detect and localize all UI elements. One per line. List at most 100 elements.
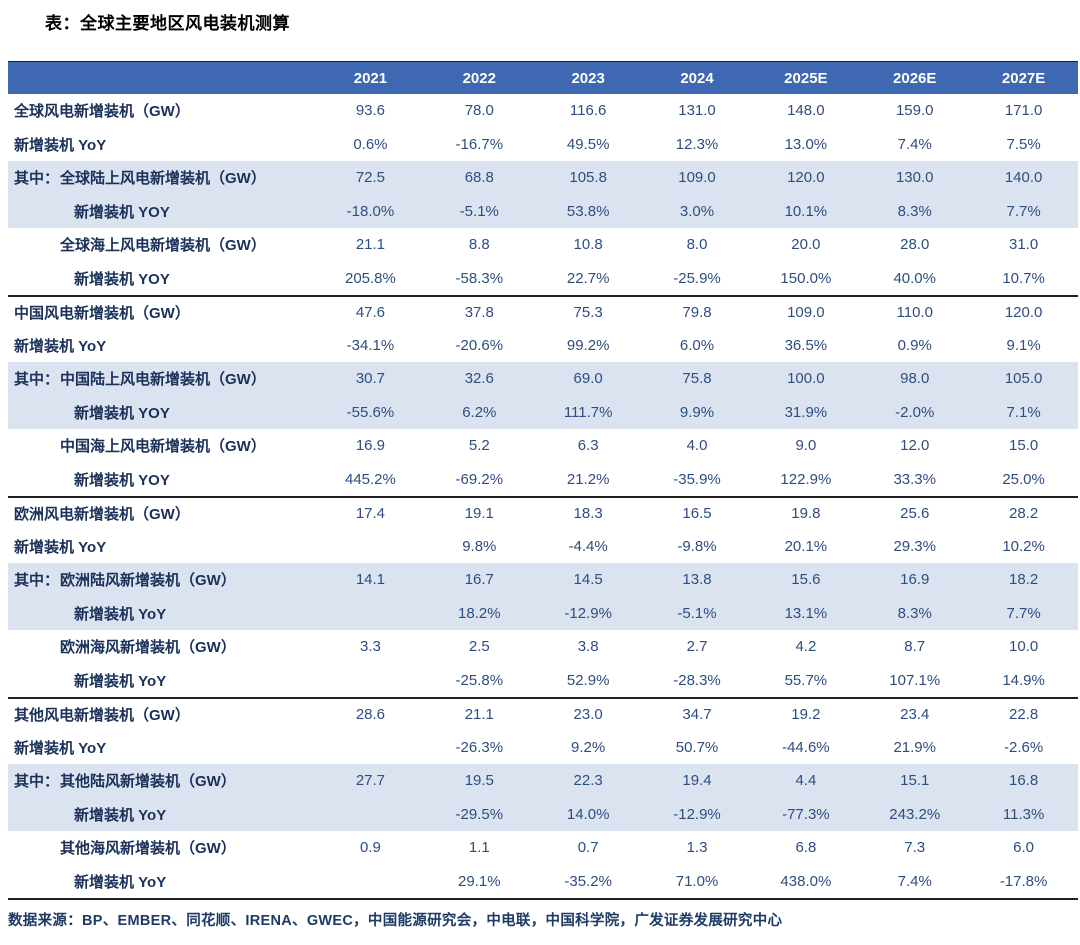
- value-cell: 17.4: [355, 505, 386, 523]
- table-row: 新增装机 YoY 29.1% -35.2% 71.0% 438.0% 7.4% -17.8%: [8, 864, 1078, 898]
- value-cell: -69.2%: [455, 470, 504, 488]
- value-cell: 29.3%: [893, 537, 936, 555]
- value-cell: 22.3: [573, 772, 603, 790]
- value-cell: 98.0: [900, 370, 930, 388]
- value-cell: 0.9: [360, 839, 381, 857]
- value-cell: 16.7: [464, 571, 494, 589]
- value-cell: 13.8: [682, 571, 712, 589]
- value-cell: 12.3%: [675, 135, 719, 153]
- value-cell: 9.9%: [679, 403, 715, 421]
- table-row: 新增装机 YoY 18.2% -12.9% -5.1% 13.1% 8.3% 7.7%: [8, 596, 1078, 630]
- value-cell: 19.1: [464, 505, 494, 523]
- row-label-cell: 新增装机 YoY: [8, 670, 316, 691]
- row-label: 中国海上风电新增装机（GW）: [60, 438, 266, 456]
- value-cell: 2.5: [468, 638, 490, 656]
- value-cell: 8.7: [904, 638, 926, 656]
- value-cell: -9.8%: [677, 537, 717, 555]
- value-cell: 31.9%: [784, 403, 828, 421]
- value-cell: 243.2%: [889, 805, 941, 823]
- table-body: 全球风电新增装机（GW） 93.6 78.0 116.6 131.0 148.0 159.0…: [8, 94, 1078, 898]
- row-label-cell: 全球海上风电新增装机（GW）: [8, 234, 316, 255]
- value-cell: 52.9%: [566, 671, 610, 689]
- value-cell: 6.0: [1013, 839, 1035, 857]
- value-cell: -29.5%: [455, 805, 504, 823]
- row-label-cell: 其他海风新增装机（GW）: [8, 837, 316, 858]
- value-cell: -2.6%: [1003, 738, 1044, 756]
- value-cell: 34.7: [682, 706, 712, 724]
- table-row: 新增装机 YoY -25.8% 52.9% -28.3% 55.7% 107.1% 14.9…: [8, 663, 1078, 697]
- value-cell: -16.7%: [455, 135, 504, 153]
- row-label-cell: 欧洲风电新增装机（GW）: [8, 503, 316, 524]
- value-cell: 16.8: [1008, 772, 1039, 790]
- row-label-cell: 中国风电新增装机（GW）: [8, 302, 316, 323]
- value-cell: 19.8: [791, 505, 821, 523]
- row-label: 新增装机 YoY: [14, 337, 107, 355]
- value-cell: 9.2%: [571, 738, 606, 756]
- value-cell: -5.1%: [677, 604, 717, 622]
- header-cell-year: 2023: [571, 69, 605, 87]
- value-cell: 72.5: [355, 169, 386, 187]
- value-cell: 7.3: [904, 839, 926, 857]
- value-cell: 14.0%: [566, 805, 610, 823]
- table-row: 其他风电新增装机（GW） 28.6 21.1 23.0 34.7 19.2 23.4 22.8: [8, 697, 1078, 731]
- row-label-cell: 新增装机 YoY: [8, 335, 316, 356]
- row-label: 新增装机 YoY: [74, 672, 167, 690]
- value-cell: -44.6%: [782, 738, 830, 756]
- value-cell: 11.3%: [1002, 805, 1045, 823]
- value-cell: 75.3: [573, 304, 603, 322]
- value-cell: 7.7%: [1006, 604, 1041, 622]
- value-cell: 9.0: [795, 437, 817, 455]
- value-cell: 13.1%: [784, 604, 828, 622]
- value-cell: 9.8%: [462, 537, 497, 555]
- value-cell: 33.3%: [893, 470, 936, 488]
- value-cell: 131.0: [678, 102, 716, 120]
- value-cell: 438.0%: [780, 872, 832, 890]
- row-label-cell: 其中： 全球陆上风电新增装机（GW）: [8, 167, 316, 188]
- value-cell: 4.0: [686, 437, 708, 455]
- table-row: 欧洲海风新增装机（GW） 3.3 2.5 3.8 2.7 4.2 8.7 10.0: [8, 630, 1078, 664]
- value-cell: 30.7: [355, 370, 386, 388]
- value-cell: -34.1%: [346, 336, 395, 354]
- value-cell: 78.0: [464, 102, 494, 120]
- value-cell: 20.1%: [784, 537, 828, 555]
- table-row: 新增装机 YOY -18.0% -5.1% 53.8% 3.0% 10.1% 8.3% 7.7…: [8, 194, 1078, 228]
- value-cell: -17.8%: [999, 872, 1048, 890]
- row-label: 新增装机 YoY: [74, 605, 167, 623]
- value-cell: 110.0: [896, 304, 933, 322]
- page-title: 表：全球主要地区风电装机测算: [45, 14, 290, 33]
- value-cell: -55.6%: [346, 403, 395, 421]
- value-cell: 140.0: [1004, 169, 1043, 187]
- row-label: 新增装机 YoY: [74, 873, 167, 891]
- table-row: 新增装机 YoY -29.5% 14.0% -12.9% -77.3% 243.2% 11.…: [8, 797, 1078, 831]
- value-cell: -20.6%: [455, 336, 504, 354]
- value-cell: 50.7%: [675, 738, 719, 756]
- value-cell: 14.9%: [1002, 671, 1045, 689]
- value-cell: 28.6: [355, 706, 386, 724]
- value-cell: 40.0%: [893, 269, 936, 287]
- source-note: 数据来源：BP、EMBER、同花顺、IRENA、GWEC，中国能源研究会，中电联…: [8, 913, 783, 929]
- value-cell: 14.5: [573, 571, 603, 589]
- value-cell: 18.2%: [458, 604, 501, 622]
- value-cell: 99.2%: [566, 336, 610, 354]
- value-cell: 10.8: [573, 236, 603, 254]
- table-row: 新增装机 YOY -55.6% 6.2% 111.7% 9.9% 31.9% -2.0% 7.…: [8, 395, 1078, 429]
- row-label: 中国陆上风电新增装机（GW）: [60, 371, 266, 389]
- value-cell: -25.9%: [673, 269, 721, 287]
- value-cell: 15.6: [791, 571, 821, 589]
- row-label: 新增装机 YoY: [14, 538, 107, 556]
- value-cell: 4.2: [795, 638, 817, 656]
- row-label-cell: 新增装机 YoY: [8, 737, 316, 758]
- table-row: 新增装机 YoY 9.8% -4.4% -9.8% 20.1% 29.3% 10.2%: [8, 529, 1078, 563]
- value-cell: -25.8%: [455, 671, 504, 689]
- value-cell: 23.0: [573, 706, 603, 724]
- value-cell: 8.8: [468, 236, 490, 254]
- value-cell: 18.3: [573, 505, 603, 523]
- value-cell: 148.0: [787, 102, 825, 120]
- value-cell: 6.8: [795, 839, 817, 857]
- value-cell: 21.2%: [566, 470, 610, 488]
- row-prefix: 其中：: [14, 773, 60, 791]
- table-row: 新增装机 YoY 0.6% -16.7% 49.5% 12.3% 13.0% 7.4% 7.5…: [8, 127, 1078, 161]
- row-label: 中国风电新增装机（GW）: [14, 305, 190, 323]
- value-cell: 27.7: [355, 772, 386, 790]
- value-cell: 31.0: [1008, 236, 1039, 254]
